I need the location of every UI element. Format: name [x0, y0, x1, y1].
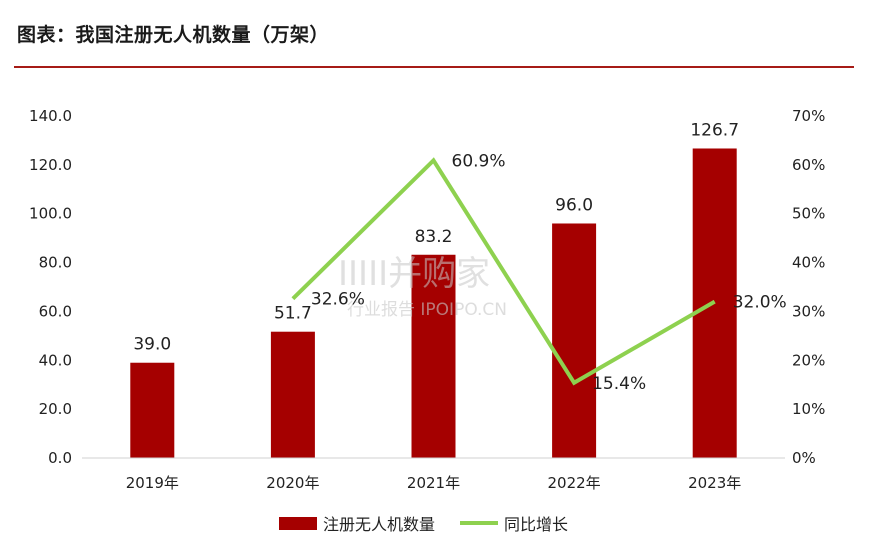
title-divider: [14, 66, 854, 68]
y-right-tick-label: 20%: [792, 351, 825, 369]
growth-value-label: 32.6%: [311, 290, 365, 310]
y-right-tick-label: 50%: [792, 205, 825, 223]
line-series: [291, 157, 716, 386]
growth-value-label: 60.9%: [452, 151, 506, 171]
growth-value-label: 15.4%: [592, 374, 646, 394]
y-right-tick-label: 40%: [792, 254, 825, 272]
y-left-tick-label: 20.0: [39, 400, 72, 418]
bar: [552, 223, 597, 458]
y-right-tick-label: 0%: [792, 449, 816, 467]
y-left-tick-label: 120.0: [29, 156, 72, 174]
bar-value-label: 126.7: [690, 120, 739, 140]
growth-line: [291, 157, 716, 386]
y-right-tick-label: 70%: [792, 107, 825, 125]
y-left-tick-label: 40.0: [39, 351, 72, 369]
line-labels: 32.6% 60.9% 15.4% 32.0%: [311, 151, 787, 393]
y-left-tick-label: 60.0: [39, 302, 72, 320]
chart-title: 图表：我国注册无人机数量（万架）: [17, 24, 330, 46]
x-axis: 2019年 2020年 2021年 2022年 2023年: [126, 474, 742, 492]
bar-value-label: 96.0: [555, 195, 593, 215]
legend-swatch-bar: [279, 517, 317, 530]
bar: [130, 362, 175, 458]
bar: [270, 331, 315, 458]
watermark: IIIII并购家 行业报告 IPOIPO.CN: [338, 254, 507, 320]
x-tick-label: 2019年: [126, 474, 179, 492]
x-tick-label: 2023年: [688, 474, 741, 492]
x-tick-label: 2022年: [548, 474, 601, 492]
y-right-tick-label: 60%: [792, 156, 825, 174]
y-right-tick-label: 30%: [792, 302, 825, 320]
y-left-tick-label: 80.0: [39, 254, 72, 272]
watermark-line1: IIIII并购家: [338, 254, 490, 294]
y-left-tick-label: 140.0: [29, 107, 72, 125]
bar-series: [130, 148, 737, 459]
left-axis: 0.0 20.0 40.0 60.0 80.0 100.0 120.0 140.0: [29, 107, 72, 467]
bar-value-label: 83.2: [415, 227, 453, 247]
growth-value-label: 32.0%: [733, 293, 787, 313]
bar-labels: 39.0 51.7 83.2 96.0 126.7: [133, 120, 739, 354]
y-right-tick-label: 10%: [792, 400, 825, 418]
legend-label-bar: 注册无人机数量: [323, 515, 435, 534]
bar-value-label: 51.7: [274, 304, 312, 324]
legend: 注册无人机数量 同比增长: [279, 515, 568, 534]
legend-label-line: 同比增长: [504, 515, 568, 534]
y-left-tick-label: 100.0: [29, 205, 72, 223]
x-tick-label: 2020年: [266, 474, 319, 492]
bar-value-label: 39.0: [133, 335, 171, 355]
x-tick-label: 2021年: [407, 474, 460, 492]
y-left-tick-label: 0.0: [48, 449, 72, 467]
watermark-line2: 行业报告 IPOIPO.CN: [347, 300, 507, 320]
bar: [411, 254, 456, 458]
right-axis: 0% 10% 20% 30% 40% 50% 60% 70%: [792, 107, 825, 467]
